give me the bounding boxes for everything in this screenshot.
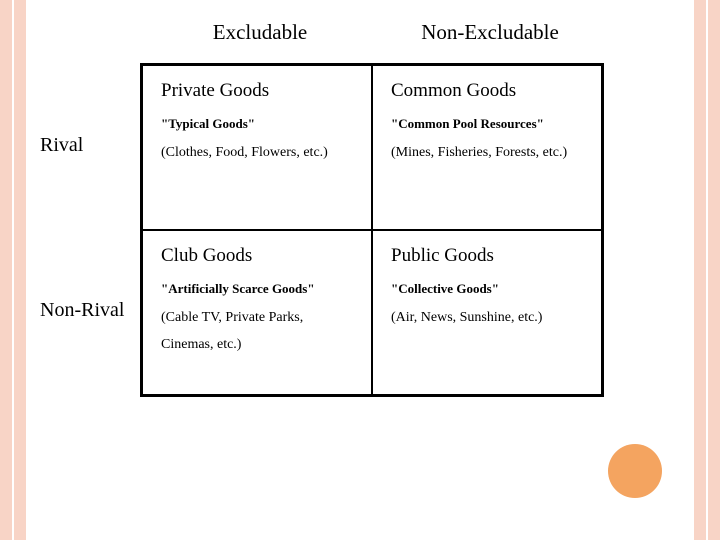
- cell-common-goods: Common Goods "Common Pool Resources" (Mi…: [372, 65, 602, 230]
- decor-circle: [608, 444, 662, 498]
- decor-stripe-left-inner: [14, 0, 26, 540]
- cell-title: Common Goods: [391, 80, 585, 102]
- cell-public-goods: Public Goods "Collective Goods" (Air, Ne…: [372, 230, 602, 395]
- cell-subtitle: "Collective Goods": [391, 281, 585, 297]
- grid: Private Goods "Typical Goods" (Clothes, …: [140, 63, 604, 397]
- cell-club-goods: Club Goods "Artificially Scarce Goods" (…: [142, 230, 372, 395]
- row-header-non-rival: Non-Rival: [40, 228, 140, 393]
- cell-examples: (Cable TV, Private Parks, Cinemas, etc.): [161, 305, 355, 358]
- cell-title: Public Goods: [391, 245, 585, 267]
- cell-title: Club Goods: [161, 245, 355, 267]
- column-headers: Excludable Non-Excludable: [40, 20, 680, 45]
- cell-subtitle: "Common Pool Resources": [391, 116, 585, 132]
- row-header-rival: Rival: [40, 63, 140, 228]
- decor-stripe-right-outer: [708, 0, 720, 540]
- cell-examples: (Clothes, Food, Flowers, etc.): [161, 140, 355, 167]
- col-header-excludable: Excludable: [145, 20, 375, 45]
- cell-examples: (Mines, Fisheries, Forests, etc.): [391, 140, 585, 167]
- cell-subtitle: "Typical Goods": [161, 116, 355, 132]
- cell-examples: (Air, News, Sunshine, etc.): [391, 305, 585, 332]
- decor-stripe-left-outer: [0, 0, 12, 540]
- matrix-body: Rival Non-Rival Private Goods "Typical G…: [40, 63, 680, 397]
- col-header-non-excludable: Non-Excludable: [375, 20, 605, 45]
- cell-subtitle: "Artificially Scarce Goods": [161, 281, 355, 297]
- decor-stripe-right-inner: [694, 0, 706, 540]
- goods-matrix: Excludable Non-Excludable Rival Non-Riva…: [40, 20, 680, 397]
- cell-private-goods: Private Goods "Typical Goods" (Clothes, …: [142, 65, 372, 230]
- cell-title: Private Goods: [161, 80, 355, 102]
- row-headers: Rival Non-Rival: [40, 63, 140, 397]
